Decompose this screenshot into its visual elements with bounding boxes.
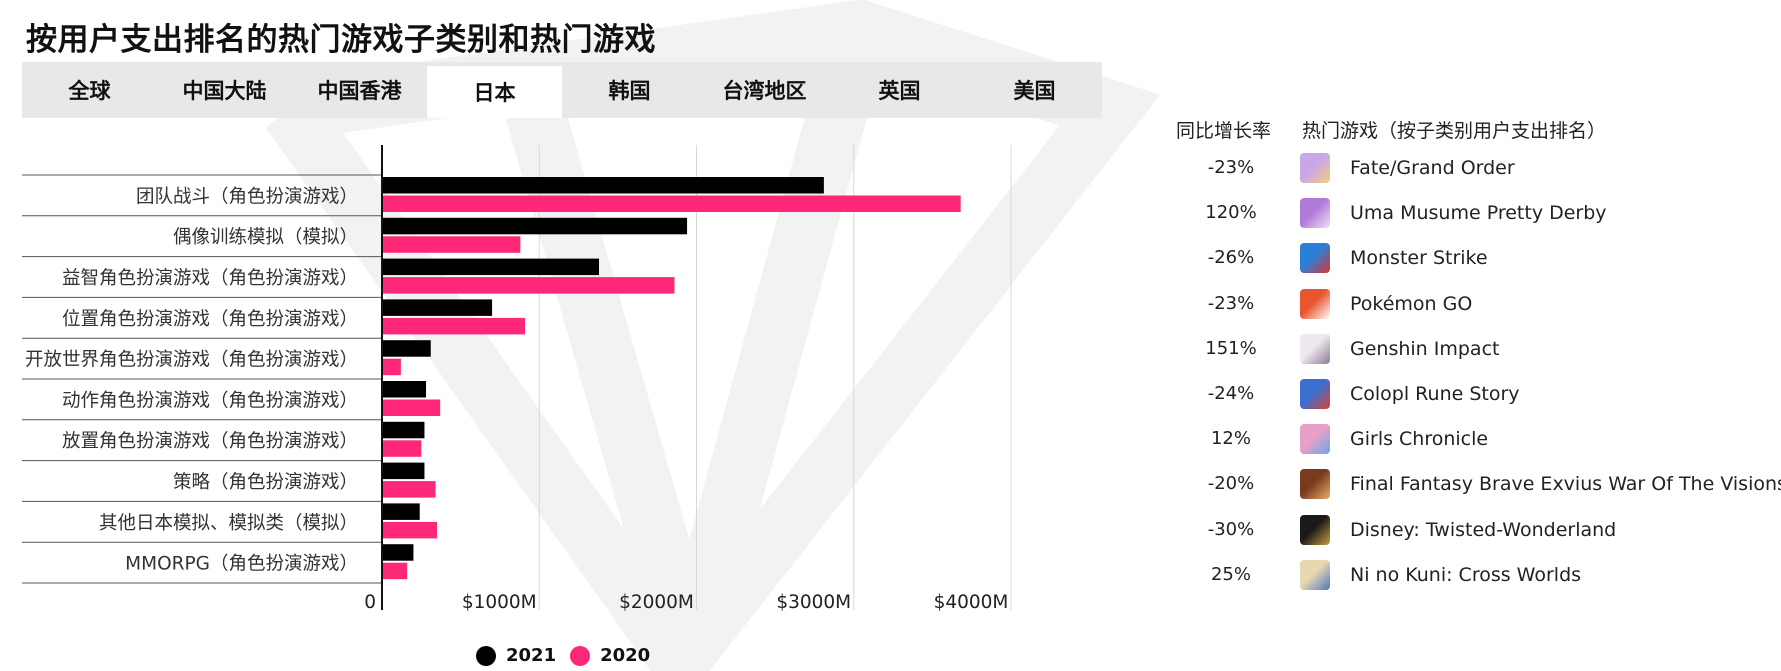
bar-2021 (382, 217, 688, 235)
x-tick-label: $3000M (776, 592, 851, 613)
game-row: -24% Colopl Rune Story (1170, 374, 1770, 414)
growth-value: -30% (1207, 518, 1255, 540)
game-name: Fate/Grand Order (1350, 157, 1515, 179)
colopl-rune-story-icon (1300, 379, 1330, 409)
legend-item-2021: 2021 (476, 645, 556, 666)
bar-2020 (382, 481, 436, 498)
growth-value: 151% (1205, 337, 1257, 359)
bar-2021 (382, 299, 493, 316)
game-name: Disney: Twisted-Wonderland (1350, 518, 1617, 541)
girls-chronicle-icon (1300, 424, 1330, 455)
bar-2021 (382, 177, 824, 194)
category-label: 偶像训练模拟（模拟） (173, 227, 358, 248)
category-label: MMORPG（角色扮演游戏） (125, 554, 358, 575)
legend-dot-2021 (476, 645, 496, 666)
bar-2021 (382, 462, 425, 480)
tab-china-mainland[interactable]: 中国大陆 (182, 79, 267, 103)
growth-header: 同比增长率 (1176, 120, 1272, 142)
x-tick-label: $4000M (934, 592, 1009, 613)
game-name: Monster Strike (1350, 247, 1488, 270)
game-name: Final Fantasy Brave Exvius War Of The Vi… (1350, 473, 1781, 496)
bar-2020 (382, 358, 401, 376)
bar-2020 (382, 521, 438, 539)
growth-value: -24% (1207, 383, 1255, 404)
bar-2020 (382, 562, 408, 580)
region-tabs: 全球 中国大陆 中国香港 日本 韩国 台湾地区 英国 美国 (22, 62, 1102, 118)
chart-legend: 2021 2020 (476, 645, 664, 666)
bar-2021 (382, 544, 414, 561)
tab-uk[interactable]: 英国 (878, 79, 921, 103)
tab-japan[interactable]: 日本 (427, 66, 562, 118)
category-label: 开放世界角色扮演游戏（角色扮演游戏） (25, 350, 358, 371)
bar-2020 (382, 236, 521, 253)
bar-chart: 团队战斗（角色扮演游戏） 偶像训练模拟（模拟） 益智角色扮演游戏（角色扮演游戏） 位置… (22, 145, 1012, 613)
game-row: -23% Fate/Grand Order (1170, 148, 1770, 188)
game-name: Genshin Impact (1350, 337, 1500, 360)
category-label: 策略（角色扮演游戏） (173, 472, 358, 493)
game-row: -30% Disney: Twisted-Wonderland (1170, 510, 1770, 550)
uma-musume-icon (1300, 198, 1330, 229)
x-tick-label: $2000M (619, 592, 694, 613)
genshin-impact-icon (1300, 333, 1330, 364)
game-name: Pokémon GO (1350, 292, 1473, 315)
bar-2020 (382, 195, 961, 212)
fate-grand-order-icon (1300, 153, 1330, 183)
category-label: 其他日本模拟、模拟类（模拟） (99, 513, 358, 534)
growth-value: -23% (1207, 292, 1255, 314)
game-row: 120% Uma Musume Pretty Derby (1170, 193, 1770, 233)
growth-value: 25% (1210, 563, 1251, 585)
game-row: -26% Monster Strike (1170, 238, 1770, 278)
legend-dot-2020 (570, 645, 591, 666)
category-label: 位置角色扮演游戏（角色扮演游戏） (62, 309, 358, 330)
legend-item-2020: 2020 (570, 645, 650, 666)
game-row: 25% Ni no Kuni: Cross Worlds (1170, 555, 1770, 595)
category-label: 团队战斗（角色扮演游戏） (136, 186, 358, 207)
category-label: 动作角色扮演游戏（角色扮演游戏） (62, 390, 358, 411)
page-title: 按用户支出排名的热门游戏子类别和热门游戏 (26, 22, 656, 58)
bar-2020 (382, 277, 675, 294)
category-label: 放置角色扮演游戏（角色扮演游戏） (62, 431, 358, 452)
game-name: Colopl Rune Story (1350, 383, 1520, 405)
tab-taiwan[interactable]: 台湾地区 (722, 79, 807, 103)
game-row: 12% Girls Chronicle (1170, 419, 1770, 459)
bar-2021 (382, 340, 431, 357)
bar-2021 (382, 381, 427, 398)
growth-value: 12% (1210, 428, 1251, 450)
growth-value: -23% (1207, 157, 1255, 178)
ffbe-wotv-icon (1300, 469, 1330, 500)
bar-2020 (382, 317, 526, 335)
game-row: 151% Genshin Impact (1170, 329, 1770, 369)
legend-label-2021: 2021 (506, 645, 557, 666)
category-label: 益智角色扮演游戏（角色扮演游戏） (62, 268, 358, 289)
bar-2020 (382, 399, 441, 416)
legend-label-2020: 2020 (600, 645, 651, 666)
ni-no-kuni-icon (1300, 559, 1330, 590)
pokemon-go-icon (1300, 288, 1330, 319)
game-name: Girls Chronicle (1350, 428, 1489, 451)
x-tick-label: 0 (364, 592, 376, 613)
twisted-wonderland-icon (1300, 514, 1330, 545)
tab-us[interactable]: 美国 (1013, 79, 1056, 103)
tab-korea[interactable]: 韩国 (608, 79, 651, 103)
growth-value: 120% (1205, 202, 1257, 224)
bar-2021 (382, 503, 420, 520)
games-header: 热门游戏（按子类别用户支出排名） (1302, 120, 1607, 142)
growth-value: -20% (1207, 473, 1255, 495)
game-name: Uma Musume Pretty Derby (1350, 202, 1607, 225)
x-tick-label: $1000M (462, 592, 537, 613)
tab-global[interactable]: 全球 (68, 79, 111, 103)
bar-2020 (382, 440, 422, 457)
game-row: -20% Final Fantasy Brave Exvius War Of Th… (1170, 464, 1781, 504)
tab-hong-kong[interactable]: 中国香港 (317, 79, 402, 103)
bar-2021 (382, 258, 600, 276)
monster-strike-icon (1300, 243, 1330, 274)
game-name: Ni no Kuni: Cross Worlds (1350, 563, 1582, 586)
growth-value: -26% (1207, 247, 1255, 269)
game-row: -23% Pokémon GO (1170, 284, 1770, 324)
bar-2021 (382, 421, 425, 439)
